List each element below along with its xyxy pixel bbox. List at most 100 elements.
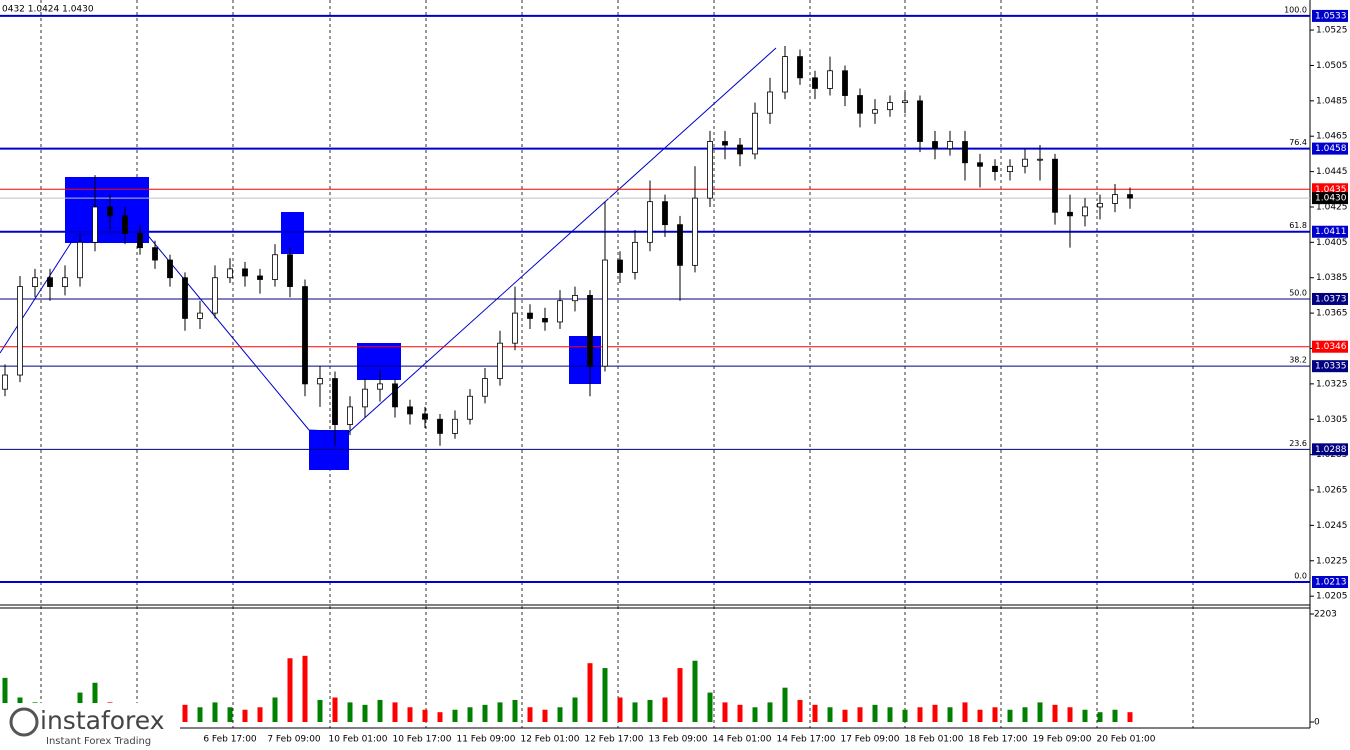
volume-bar (572, 697, 578, 722)
volume-bar (2, 677, 8, 722)
zone-box (281, 212, 304, 254)
candle-body (1037, 158, 1043, 161)
logo-tagline: Instant Forex Trading (46, 736, 151, 747)
y-tick-label: 1.0305 (1316, 415, 1348, 425)
candle-body (1067, 211, 1073, 217)
price-label-box (1312, 225, 1348, 238)
volume-bar (887, 707, 893, 722)
candle-body (362, 388, 368, 408)
candle-body (587, 295, 593, 367)
candle-body (662, 201, 668, 226)
volume-bar (692, 660, 698, 722)
fib-label: 50.0 (1289, 288, 1307, 297)
candle-body (992, 165, 998, 172)
candle-body (707, 141, 713, 199)
volume-bar (602, 668, 608, 722)
volume-bar (767, 702, 773, 722)
fib-label: 23.6 (1289, 439, 1307, 448)
zone-box (309, 430, 349, 470)
candle-body (1082, 206, 1088, 217)
volume-bar (872, 704, 878, 722)
x-tick-label: 20 Feb 01:00 (1096, 735, 1155, 745)
x-tick-label: 12 Feb 01:00 (520, 735, 579, 745)
candle-body (947, 141, 953, 149)
candle-body (902, 100, 908, 104)
price-label: 1.0411 (1315, 227, 1347, 237)
volume-bar (1067, 707, 1073, 722)
volume-bar (842, 709, 848, 722)
candle-body (557, 300, 563, 323)
y-tick-label: 1.0425 (1316, 202, 1348, 212)
candle-body (677, 224, 683, 266)
candle-body (2, 374, 8, 390)
volume-bar (962, 702, 968, 722)
y-tick-label: 1.0405 (1316, 238, 1348, 248)
volume-bar (302, 655, 308, 722)
logo: instaforex Instant Forex Trading (0, 703, 180, 750)
x-tick-label: 13 Feb 09:00 (648, 735, 707, 745)
candle-body (872, 109, 878, 114)
candle-body (107, 206, 113, 217)
volume-bar (542, 709, 548, 722)
volume-bar (917, 707, 923, 722)
price-label-box (1312, 192, 1348, 205)
volume-bar (617, 697, 623, 722)
volume-bar (1097, 712, 1103, 722)
volume-bar (932, 704, 938, 722)
x-tick-label: 11 Feb 09:00 (456, 735, 515, 745)
volume-bar (257, 707, 263, 722)
candle-body (1007, 165, 1013, 172)
volume-bar (647, 699, 653, 722)
volume-bar (242, 709, 248, 722)
fib-label: 76.4 (1289, 138, 1307, 147)
candle-body (392, 383, 398, 408)
candle-body (422, 413, 428, 420)
candle-body (1127, 194, 1133, 199)
volume-bar (92, 682, 98, 722)
candle-body (1022, 158, 1028, 167)
candle-body (797, 56, 803, 79)
candle-body (722, 141, 728, 146)
volume-bar (812, 704, 818, 722)
fib-label: 100.0 (1284, 5, 1307, 14)
candle-body (317, 378, 323, 385)
volume-bar (422, 709, 428, 722)
price-label: 1.0458 (1315, 144, 1347, 154)
y-tick-label: 1.0485 (1316, 96, 1348, 106)
price-label-box (1312, 292, 1348, 305)
candle-body (152, 247, 158, 261)
volume-bar (317, 699, 323, 722)
volume-bar (947, 707, 953, 722)
y-tick-label: 1.0465 (1316, 132, 1348, 142)
candle-body (467, 395, 473, 420)
volume-bar (782, 687, 788, 722)
candle-body (1112, 194, 1118, 204)
candle-body (287, 254, 293, 287)
candle-body (227, 268, 233, 279)
annotations (0, 47, 777, 470)
fib-label: 0.0 (1294, 572, 1307, 581)
candle-body (482, 378, 488, 397)
price-label-box (1312, 9, 1348, 22)
volume-bar (1127, 712, 1133, 722)
candle-body (512, 312, 518, 344)
volume-bar (347, 702, 353, 722)
price-label: 1.0435 (1315, 185, 1347, 195)
volume-bar (407, 707, 413, 722)
candle-body (497, 342, 503, 379)
price-label: 1.0430 (1315, 194, 1347, 204)
candle-body (272, 254, 278, 280)
price-label-box (1312, 576, 1348, 589)
volume-bar (1052, 704, 1058, 722)
candle-body (647, 201, 653, 243)
candle-body (767, 91, 773, 114)
volume-bar (437, 712, 443, 722)
time-grid (40, 0, 1194, 728)
candle-body (17, 286, 23, 376)
x-tick-label: 18 Feb 01:00 (904, 735, 963, 745)
candle-body (212, 277, 218, 314)
price-label-box (1312, 142, 1348, 155)
candle-body (857, 95, 863, 114)
